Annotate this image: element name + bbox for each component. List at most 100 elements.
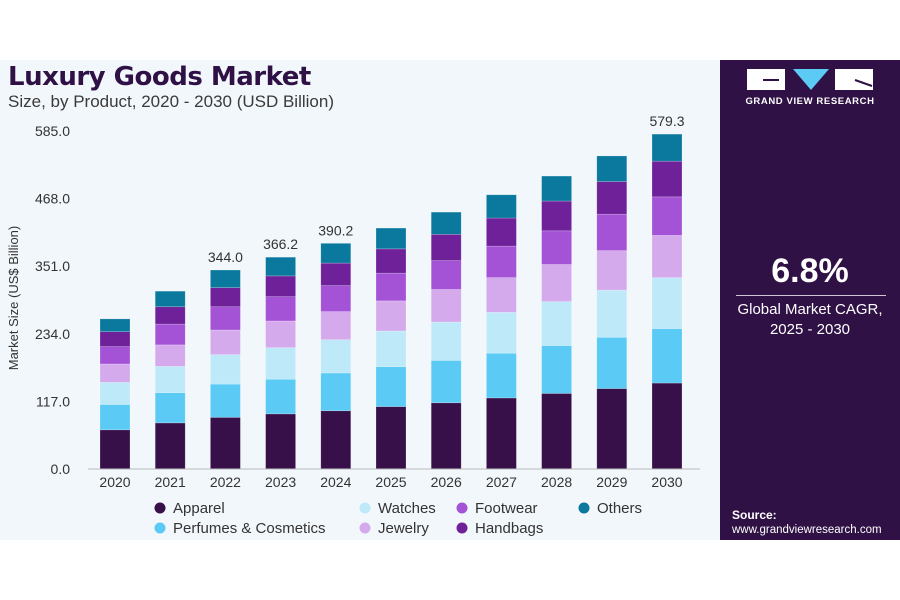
bar-segment-apparel-2028	[541, 393, 572, 470]
legend-label: Apparel	[173, 500, 225, 517]
bar-segment-others-2027	[486, 194, 517, 219]
bar-segment-footwear-2025	[375, 272, 407, 302]
legend-label: Footwear	[475, 500, 538, 517]
bar-segment-jewelry-2023	[265, 320, 296, 348]
bar-segment-apparel-2024	[320, 410, 352, 470]
bar-segment-others-2029	[596, 155, 628, 182]
legend-item: Watches	[359, 500, 436, 517]
legend-marker	[359, 522, 371, 534]
bar-segment-perfumes-cosmetics-2022	[210, 383, 241, 418]
bar-segment-handbags-2026	[430, 234, 462, 261]
bar-segment-handbags-2025	[375, 248, 407, 274]
cagr-label-line2: 2025 - 2030	[769, 321, 851, 338]
bar-segment-footwear-2020	[99, 346, 131, 365]
cagr-value: 6.8%	[771, 252, 849, 290]
bar-segment-watches-2026	[430, 321, 462, 361]
bar-segment-perfumes-cosmetics-2026	[430, 360, 462, 404]
legend-item: Handbags	[456, 520, 543, 537]
bar-segment-others-2030	[651, 133, 683, 162]
bar-segment-handbags-2027	[486, 217, 517, 247]
x-tick-label: 2026	[431, 474, 462, 490]
x-tick-label: 2022	[210, 474, 241, 490]
bar-segment-watches-2027	[486, 312, 517, 354]
source-link[interactable]: www.grandviewresearch.com	[732, 524, 882, 536]
bar-segment-perfumes-cosmetics-2028	[541, 345, 572, 394]
bar-segment-perfumes-cosmetics-2021	[154, 392, 186, 424]
bar-segment-perfumes-cosmetics-2023	[265, 378, 296, 415]
x-tick-label: 2027	[486, 474, 517, 490]
bar-segment-watches-2020	[99, 382, 131, 405]
bar-segment-watches-2021	[154, 366, 186, 394]
bar-segment-apparel-2020	[99, 429, 131, 470]
bar-segment-watches-2029	[596, 289, 628, 338]
bar-segment-jewelry-2022	[210, 329, 241, 355]
bar-segment-perfumes-cosmetics-2029	[596, 336, 628, 389]
x-tick-label: 2028	[541, 474, 572, 490]
total-label-2030: 579.3	[649, 113, 684, 129]
y-tick-label: 234.0	[35, 326, 70, 342]
bar-segment-others-2021	[154, 290, 186, 308]
legend-label: Perfumes & Cosmetics	[173, 520, 326, 537]
bar-segment-apparel-2029	[596, 388, 628, 470]
bar-segment-apparel-2027	[486, 397, 517, 470]
bar-segment-apparel-2023	[265, 413, 296, 470]
bar-segment-jewelry-2026	[430, 289, 462, 323]
total-label-2024: 390.2	[318, 222, 353, 238]
bar-segment-others-2023	[265, 256, 296, 277]
legend-item: Apparel	[154, 500, 225, 517]
brand-logo	[747, 69, 873, 90]
bar-segment-jewelry-2020	[99, 363, 131, 383]
y-tick-label: 585.0	[35, 123, 70, 139]
bar-segment-handbags-2020	[99, 331, 131, 347]
y-tick-label: 351.0	[35, 258, 70, 274]
bar-segment-footwear-2029	[596, 213, 628, 251]
legend-marker	[578, 502, 590, 514]
legend-marker	[154, 522, 166, 534]
bar-segment-perfumes-cosmetics-2027	[486, 352, 517, 399]
bar-segment-handbags-2023	[265, 275, 296, 298]
y-tick-label: 468.0	[35, 191, 70, 207]
bar-segment-apparel-2025	[375, 406, 407, 470]
legend-label: Jewelry	[378, 520, 429, 537]
bar-segment-jewelry-2028	[541, 264, 572, 302]
bar-segment-watches-2024	[320, 339, 352, 374]
bar-segment-apparel-2021	[154, 422, 186, 470]
cagr-label: Global Market CAGR, 2025 - 2030	[720, 300, 900, 340]
info-panel: GRAND VIEW RESEARCH 6.8% Global Market C…	[720, 60, 900, 540]
bar-segment-jewelry-2021	[154, 344, 186, 367]
x-tick-label: 2020	[99, 474, 130, 490]
bar-segment-handbags-2030	[651, 160, 683, 198]
x-tick-label: 2030	[651, 474, 682, 490]
bar-segment-handbags-2028	[541, 200, 572, 232]
bar-segment-footwear-2023	[265, 296, 296, 322]
bar-segment-jewelry-2024	[320, 311, 352, 340]
legend-marker	[456, 522, 468, 534]
cagr-label-line1: Global Market CAGR,	[737, 301, 883, 318]
bar-segment-others-2022	[210, 269, 241, 288]
x-tick-label: 2025	[375, 474, 406, 490]
y-tick-label: 117.0	[36, 393, 70, 409]
legend-label: Watches	[378, 500, 436, 517]
bar-segment-footwear-2022	[210, 306, 241, 331]
bar-segment-apparel-2022	[210, 417, 241, 470]
total-label-2022: 344.0	[208, 249, 243, 265]
x-tick-label: 2029	[596, 474, 627, 490]
bar-segment-footwear-2026	[430, 260, 462, 290]
legend-marker	[359, 502, 371, 514]
bar-segment-handbags-2022	[210, 287, 241, 308]
bar-segment-apparel-2030	[651, 382, 683, 470]
bar-segment-others-2026	[430, 211, 462, 235]
x-tick-label: 2021	[155, 474, 186, 490]
legend-item: Perfumes & Cosmetics	[154, 520, 326, 537]
bar-segment-footwear-2028	[541, 230, 572, 265]
bar-segment-handbags-2024	[320, 262, 352, 286]
legend-item: Footwear	[456, 500, 538, 517]
legend-item: Jewelry	[359, 520, 429, 537]
legend-item: Others	[578, 500, 642, 517]
y-tick-label: 0.0	[51, 461, 71, 477]
brand-name: GRAND VIEW RESEARCH	[745, 96, 875, 107]
bar-segment-footwear-2021	[154, 323, 186, 346]
bar-segment-footwear-2027	[486, 245, 517, 278]
divider	[736, 295, 886, 296]
bar-segment-others-2024	[320, 243, 352, 264]
